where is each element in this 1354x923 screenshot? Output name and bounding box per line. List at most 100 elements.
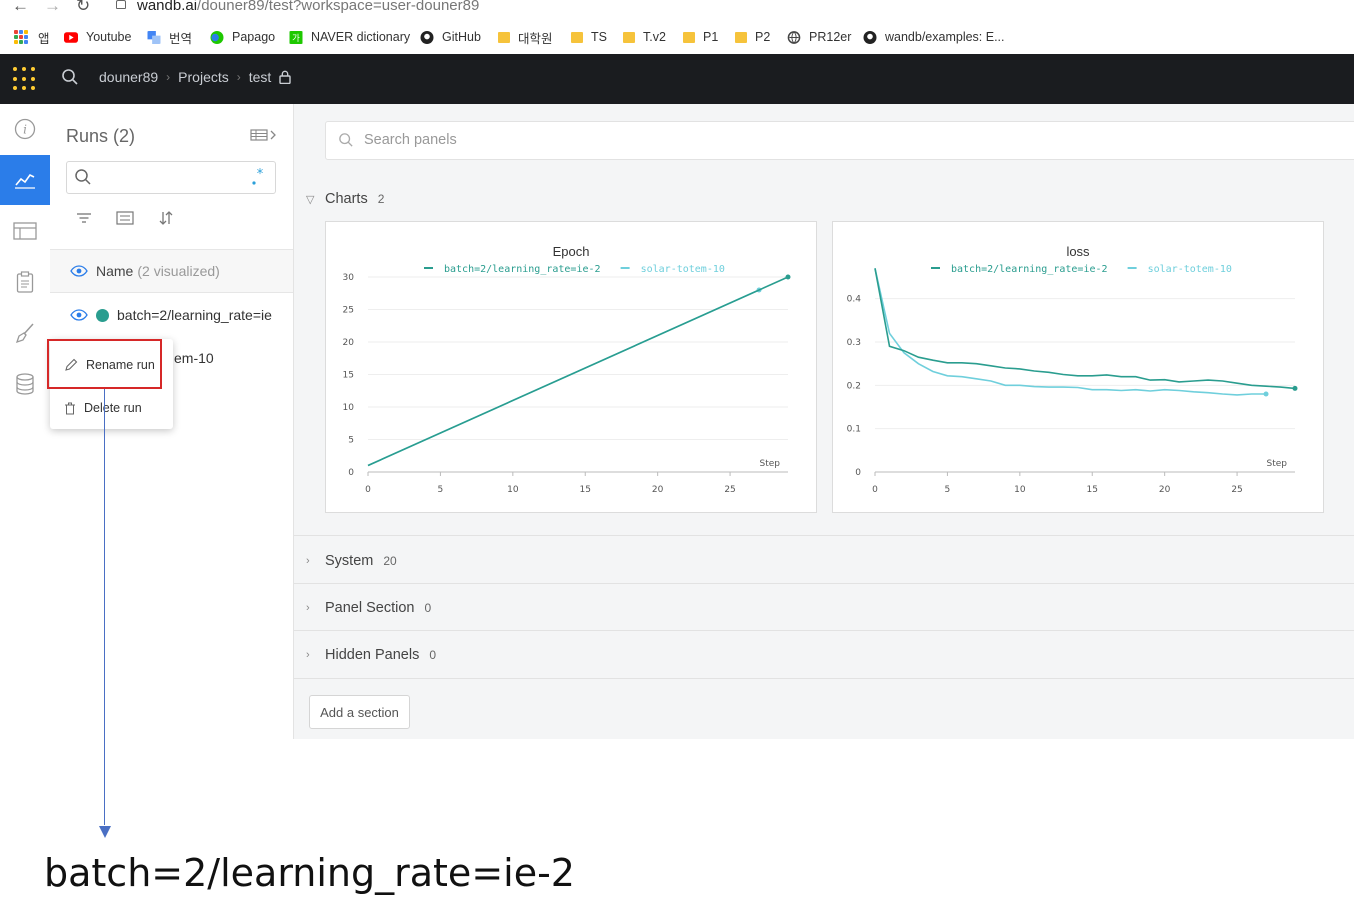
x-tick-label: 5	[438, 485, 444, 495]
bookmark-label: P2	[755, 30, 771, 44]
chart-title: loss	[1066, 244, 1090, 259]
translate-icon	[147, 30, 161, 44]
bookmark-label: TS	[591, 30, 607, 44]
url-field[interactable]: wandb.ai/douner89/test?workspace=user-do…	[137, 0, 479, 14]
bookmark-apps[interactable]: 앱	[14, 27, 50, 47]
run-name[interactable]: batch=2/learning_rate=ie	[117, 307, 272, 323]
folder-icon	[571, 31, 583, 43]
runs-search-input[interactable]: *	[66, 161, 276, 194]
rail-table[interactable]	[0, 206, 50, 256]
rail-sweeps[interactable]	[0, 308, 50, 358]
run-row[interactable]: em-10	[174, 338, 293, 378]
section-divider	[294, 630, 1354, 631]
bookmark-folder-grad[interactable]: 대학원	[498, 27, 553, 47]
github-icon	[863, 30, 877, 44]
eye-icon[interactable]	[70, 309, 88, 321]
series-line	[874, 268, 1296, 390]
breadcrumb-projects[interactable]: Projects	[178, 69, 229, 85]
broom-icon	[15, 323, 34, 344]
bookmark-pr12er[interactable]: PR12er	[787, 27, 851, 47]
section-title: Charts	[325, 191, 368, 207]
bookmark-folder-ts[interactable]: TS	[571, 27, 607, 47]
back-arrow-icon[interactable]: ←	[12, 0, 29, 15]
filter-icon[interactable]	[76, 212, 92, 224]
pencil-icon	[65, 358, 78, 371]
reload-icon[interactable]: ↻	[76, 0, 91, 15]
forward-arrow-icon[interactable]: →	[44, 0, 61, 15]
y-tick-label: 20	[343, 338, 355, 348]
bookmark-papago[interactable]: Papago	[210, 27, 275, 47]
chart-panel-loss[interactable]: loss batch=2/learning_rate=ie-2 solar-tote…	[832, 221, 1324, 513]
bookmark-translate[interactable]: 번역	[147, 27, 192, 47]
folder-icon	[683, 31, 695, 43]
section-count: 20	[383, 554, 397, 568]
bookmark-github[interactable]: GitHub	[420, 27, 481, 47]
run-color-dot[interactable]	[96, 308, 109, 322]
rail-overview[interactable]: i	[0, 104, 50, 154]
add-section-button[interactable]: Add a section	[309, 695, 410, 729]
url-host: wandb.ai	[137, 0, 198, 14]
rail-artifacts[interactable]	[0, 359, 50, 409]
database-icon	[16, 373, 34, 395]
run-name[interactable]: em-10	[174, 350, 214, 366]
search-icon	[75, 169, 91, 185]
annotation-run-name: batch=2/learning_rate=ie-2	[44, 851, 575, 895]
bookmark-folder-tv2[interactable]: T.v2	[623, 27, 666, 47]
expand-table-icon[interactable]	[250, 128, 278, 142]
bookmark-wandb-examples[interactable]: wandb/examples: E...	[863, 27, 1005, 47]
rail-reports[interactable]	[0, 257, 50, 307]
x-tick-label: 15	[580, 485, 591, 495]
x-tick-label: 10	[507, 485, 519, 495]
left-nav-rail: i	[0, 104, 51, 739]
delete-run-label: Delete run	[84, 401, 142, 415]
breadcrumb: douner89 › Projects › test	[99, 69, 292, 85]
rename-run-menu-item[interactable]: Rename run	[50, 346, 173, 384]
bookmark-folder-p2[interactable]: P2	[735, 27, 770, 47]
x-axis-label: Step	[760, 459, 781, 469]
naver-icon: 가	[289, 30, 303, 44]
bookmark-youtube[interactable]: Youtube	[64, 27, 131, 47]
y-tick-label: 0	[855, 468, 861, 478]
bookmark-label: T.v2	[643, 30, 666, 44]
section-hidden-panels-header[interactable]: › Hidden Panels 0	[306, 647, 436, 663]
section-system-header[interactable]: › System 20	[306, 553, 397, 569]
section-divider	[294, 535, 1354, 536]
x-tick-label: 0	[872, 485, 878, 495]
annotation-arrow-line	[104, 389, 105, 825]
y-tick-label: 15	[343, 371, 354, 381]
breadcrumb-separator-icon: ›	[166, 70, 171, 84]
run-row[interactable]: batch=2/learning_rate=ie	[50, 295, 293, 335]
bookmark-label: PR12er	[809, 30, 852, 44]
delete-run-menu-item[interactable]: Delete run	[50, 389, 173, 427]
breadcrumb-user[interactable]: douner89	[99, 69, 159, 85]
rail-charts[interactable]	[0, 155, 50, 205]
run-context-menu: Rename run Delete run	[50, 339, 173, 429]
search-icon[interactable]	[62, 69, 78, 85]
folder-icon	[735, 31, 747, 43]
bookmark-label: 번역	[169, 31, 193, 46]
eye-icon[interactable]	[70, 265, 88, 277]
x-tick-label: 25	[724, 485, 735, 495]
y-tick-label: 0	[348, 468, 354, 478]
bookmark-label: NAVER dictionary	[311, 30, 411, 44]
panel-search-input[interactable]: Search panels	[325, 121, 1354, 160]
trash-icon	[65, 402, 75, 414]
regex-icon[interactable]: *	[251, 168, 267, 186]
bookmark-naver-dictionary[interactable]: 가 NAVER dictionary	[289, 27, 410, 47]
breadcrumb-project[interactable]: test	[248, 69, 272, 85]
bookmark-label: Youtube	[86, 30, 132, 44]
section-panel-section-header[interactable]: › Panel Section 0	[306, 600, 431, 616]
wandb-logo-icon[interactable]	[13, 67, 39, 93]
visualized-count: (2 visualized)	[137, 263, 220, 279]
x-tick-label: 15	[1087, 485, 1098, 495]
runs-title: Runs (2)	[66, 126, 136, 146]
bookmark-folder-p1[interactable]: P1	[683, 27, 718, 47]
series-line	[874, 268, 1266, 396]
x-axis-label: Step	[1267, 459, 1288, 469]
sort-icon[interactable]	[158, 210, 174, 226]
chart-panel-epoch[interactable]: Epoch batch=2/learning_rate=ie-2 solar-tot…	[325, 221, 817, 513]
group-icon[interactable]	[116, 211, 134, 225]
section-charts-header[interactable]: ▽ Charts 2	[306, 191, 384, 207]
section-title: Panel Section	[325, 600, 415, 616]
name-column-header[interactable]: Name	[96, 263, 134, 279]
